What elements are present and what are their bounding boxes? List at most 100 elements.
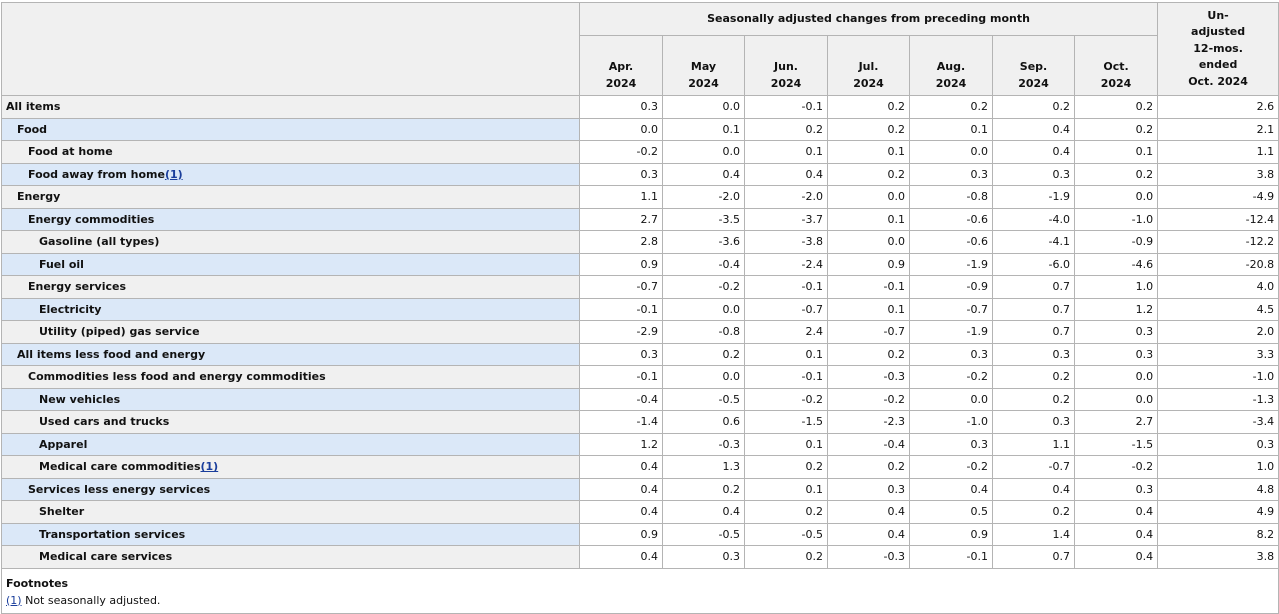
value-cell: 0.9 [579,252,663,276]
row-label: Transportation services [39,527,186,541]
value-cell: -3.7 [744,207,828,231]
value-cell: 0.4 [992,117,1075,141]
value-cell: 2.1 [1157,117,1279,141]
value-cell: 0.7 [992,320,1075,344]
month-label: Apr. [608,60,634,73]
value-cell: -0.5 [662,522,745,546]
row-label-cell: Medical care commodities(1) [1,455,580,479]
value-cell: 0.2 [827,342,910,366]
month-header-0: Apr. 2024 [579,35,663,96]
value-cell: -0.4 [827,432,910,456]
value-cell: 1.2 [579,432,663,456]
table-row: Commodities less food and energy commodi… [1,365,1279,389]
value-cell: 0.1 [827,297,910,321]
value-cell: 0.3 [992,342,1075,366]
row-label-cell: Gasoline (all types) [1,230,580,254]
value-cell: 2.7 [1073,410,1159,434]
value-cell: 0.1 [1073,140,1159,164]
table-row: All items 0.3 0.0 -0.1 0.2 0.2 0.2 0.2 2.6 [1,95,1279,119]
value-cell: 0.2 [662,342,745,366]
month-label: Jun. [774,60,798,73]
value-cell: 0.3 [909,162,993,186]
value-cell: -2.0 [744,185,828,209]
value-cell: -0.6 [909,207,993,231]
month-header-1: May 2024 [662,35,745,96]
value-cell: -0.5 [744,522,828,546]
value-cell: -3.8 [744,230,828,254]
value-cell: 1.4 [992,522,1075,546]
value-cell: -0.5 [662,387,745,411]
value-cell: -0.2 [909,455,993,479]
table-body: All items 0.3 0.0 -0.1 0.2 0.2 0.2 0.2 2.6 Food 0.… [1,95,1279,569]
value-cell: 0.2 [827,455,910,479]
row-label: Shelter [39,505,85,519]
value-cell: 2.0 [1157,320,1279,344]
value-cell: 0.3 [1073,342,1159,366]
row-label: Food [17,122,48,136]
value-cell: 0.9 [579,522,663,546]
value-cell: 2.7 [579,207,663,231]
value-cell: 0.2 [744,455,828,479]
value-cell: 0.4 [827,500,910,524]
value-cell: 0.4 [827,522,910,546]
value-cell: 1.1 [1157,140,1279,164]
row-label: All items [6,100,61,114]
value-cell: 0.3 [579,162,663,186]
value-cell: -2.0 [662,185,745,209]
month-label: Aug. [936,60,966,73]
value-cell: -0.2 [909,365,993,389]
value-cell: 0.1 [827,207,910,231]
value-cell: 3.8 [1157,162,1279,186]
year-label: 2024 [688,76,719,90]
value-cell: -1.0 [1073,207,1159,231]
value-cell: 4.5 [1157,297,1279,321]
value-cell: -4.0 [992,207,1075,231]
value-cell: -0.1 [579,365,663,389]
value-cell: 0.0 [662,95,745,119]
value-cell: -3.6 [662,230,745,254]
value-cell: 0.0 [909,140,993,164]
value-cell: -1.5 [744,410,828,434]
table-row: All items less food and energy 0.3 0.2 0.1 0… [1,342,1279,366]
value-cell: -0.7 [909,297,993,321]
row-label-cell: Food [1,117,580,141]
row-label: Energy services [28,280,127,294]
row-label: Medical care services [39,550,173,564]
row-label: Commodities less food and energy commodi… [28,370,326,384]
value-cell: -0.1 [579,297,663,321]
seasonally-adjusted-group-header: Seasonally adjusted changes from precedi… [578,2,1159,36]
value-cell: 0.3 [1073,320,1159,344]
value-cell: 0.3 [1157,432,1279,456]
value-cell: -0.7 [744,297,828,321]
footnote-link[interactable]: (1) [164,167,183,181]
table-row: Food 0.0 0.1 0.2 0.2 0.1 0.4 0.2 2.1 [1,117,1279,141]
row-label: Energy commodities [28,212,155,226]
value-cell: 0.2 [744,545,828,569]
table-row: Shelter 0.4 0.4 0.2 0.4 0.5 0.2 0.4 4.9 [1,500,1279,524]
value-cell: 0.0 [1073,387,1159,411]
value-cell: 0.2 [662,477,745,501]
value-cell: -1.3 [1157,387,1279,411]
value-cell: 1.1 [992,432,1075,456]
row-label: Apparel [39,437,88,451]
row-label-cell: Medical care services [1,545,580,569]
table-row: Energy commodities 2.7 -3.5 -3.7 0.1 -0.6 -4.0… [1,207,1279,231]
row-label: Utility (piped) gas service [39,325,200,339]
value-cell: 0.0 [579,117,663,141]
value-cell: 1.2 [1073,297,1159,321]
year-label: 2024 [935,76,967,90]
row-label-cell: All items [1,95,580,119]
value-cell: 0.3 [992,162,1075,186]
footnote-link[interactable]: (1) [200,460,219,474]
value-cell: 0.3 [827,477,910,501]
footnote-ref-link[interactable]: (1) [6,593,22,607]
footnotes-cell: Footnotes (1) Not seasonally adjusted. [0,567,1279,614]
table-row: Food away from home(1) 0.3 0.4 0.4 0.2 0.3 0.3… [1,162,1279,186]
value-cell: -0.1 [744,275,828,299]
value-cell: -0.8 [662,320,745,344]
header-corner-cell [1,2,580,96]
unadjusted-12mo-header: Un- adjusted 12-mos. ended Oct. 2024 [1157,2,1279,96]
year-label: 2024 [605,76,637,90]
